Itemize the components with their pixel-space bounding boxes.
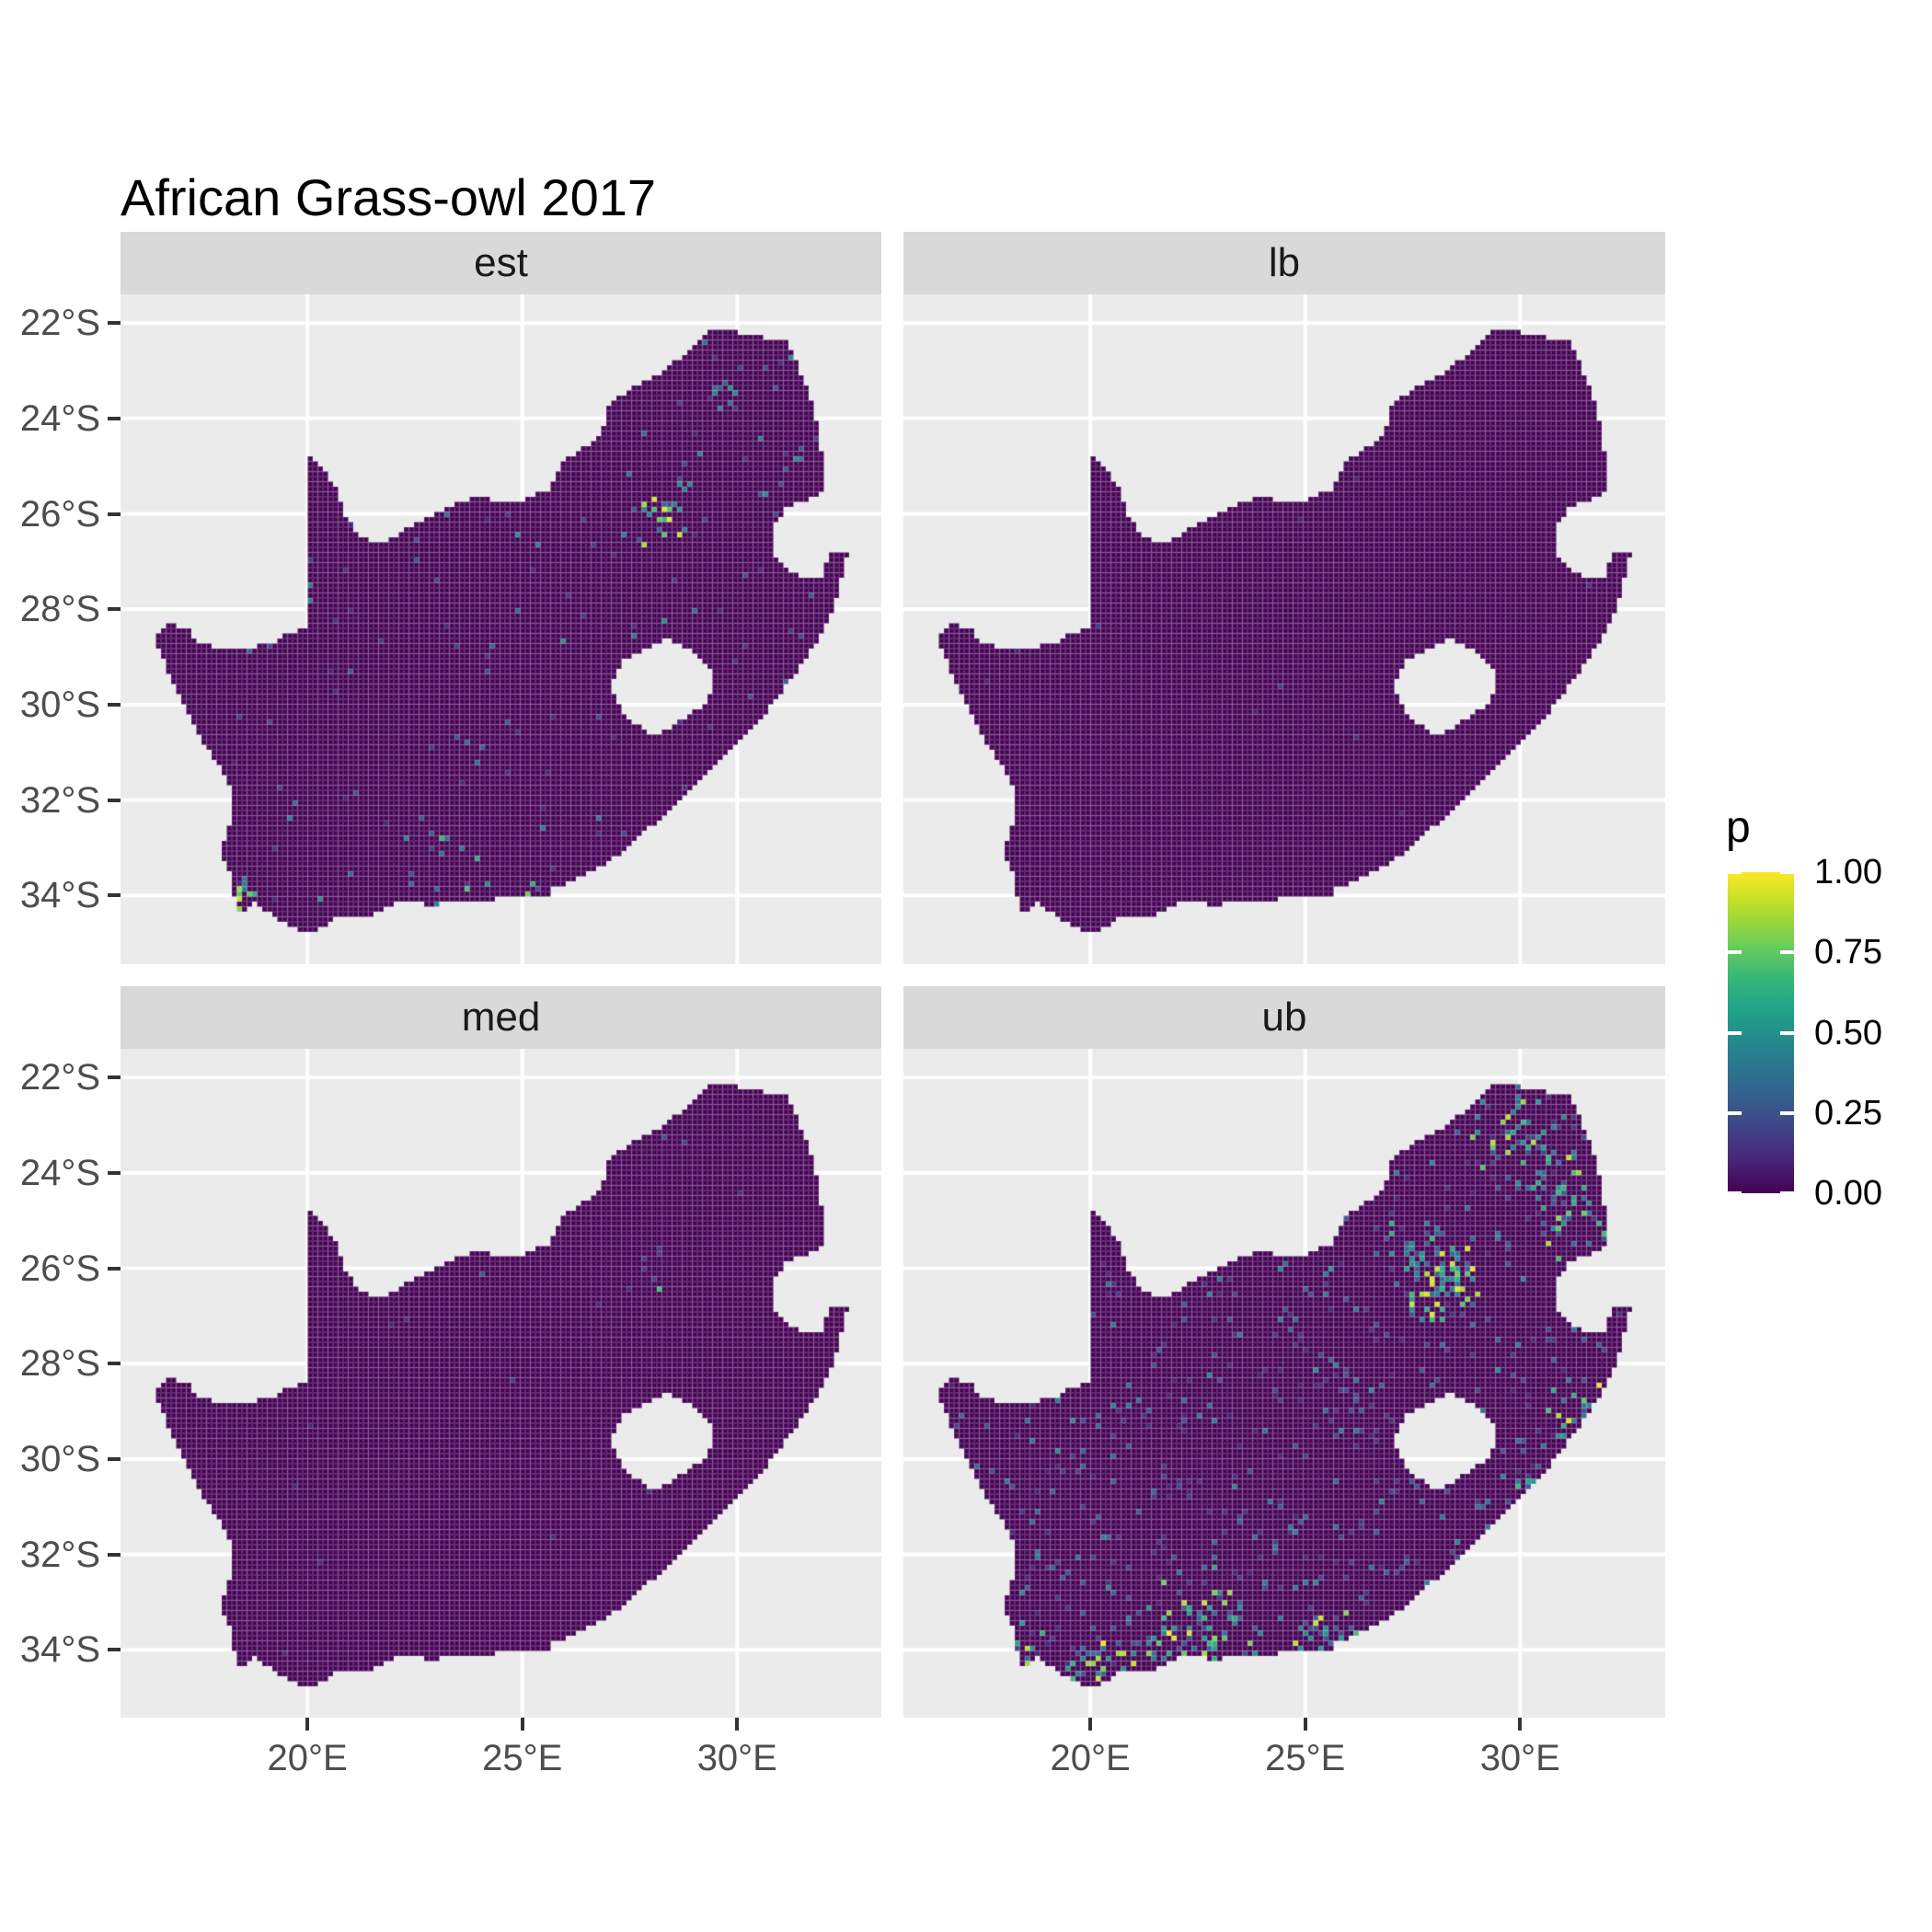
facet-strip-ub: ub bbox=[903, 986, 1665, 1049]
plot-title: African Grass-owl 2017 bbox=[121, 168, 657, 226]
legend-tick-mark bbox=[1780, 1030, 1794, 1035]
x-tick-mark bbox=[735, 1718, 740, 1731]
legend-tick-mark bbox=[1780, 950, 1794, 955]
facet-strip-label-med: med bbox=[461, 995, 541, 1040]
y-tick-mark bbox=[108, 512, 121, 516]
x-tick-mark bbox=[1518, 1718, 1523, 1731]
legend-tick-label: 1.00 bbox=[1814, 853, 1882, 891]
legend-tick-label: 0.25 bbox=[1814, 1093, 1882, 1133]
legend-tick-label: 0.50 bbox=[1814, 1013, 1882, 1052]
y-tick-mark bbox=[108, 1456, 121, 1461]
y-tick-label: 28°S bbox=[19, 1343, 100, 1385]
x-tick-mark bbox=[520, 1718, 524, 1731]
y-tick-label: 30°S bbox=[19, 684, 100, 725]
legend-tick-mark bbox=[1780, 1110, 1794, 1115]
legend-tick-label: 0.75 bbox=[1814, 933, 1882, 972]
legend-tick-mark bbox=[1780, 870, 1794, 874]
y-tick-mark bbox=[108, 1170, 121, 1175]
facet-strip-label-ub: ub bbox=[1261, 995, 1307, 1040]
legend-tick-mark bbox=[1728, 870, 1742, 874]
x-tick-label: 30°E bbox=[696, 1738, 777, 1778]
y-tick-mark bbox=[108, 1266, 121, 1271]
legend-title: p bbox=[1726, 803, 1751, 852]
facet-strip-lb: lb bbox=[903, 232, 1665, 294]
x-tick-label: 25°E bbox=[482, 1738, 563, 1778]
x-tick-label: 20°E bbox=[267, 1738, 348, 1778]
y-tick-label: 22°S bbox=[19, 303, 100, 344]
legend-tick-mark bbox=[1728, 1110, 1742, 1115]
y-tick-mark bbox=[108, 702, 121, 707]
y-tick-label: 26°S bbox=[19, 493, 100, 535]
legend-tick-label: 0.00 bbox=[1814, 1174, 1882, 1213]
y-tick-label: 22°S bbox=[19, 1057, 100, 1098]
legend-tick-mark bbox=[1728, 950, 1742, 955]
y-tick-mark bbox=[108, 1648, 121, 1652]
x-tick-mark bbox=[1088, 1718, 1093, 1731]
y-tick-mark bbox=[108, 1552, 121, 1557]
y-tick-label: 26°S bbox=[19, 1248, 100, 1289]
legend-tick-mark bbox=[1780, 1191, 1794, 1195]
y-tick-label: 32°S bbox=[19, 1534, 100, 1575]
map-panel-med bbox=[121, 1049, 881, 1718]
y-tick-mark bbox=[108, 893, 121, 898]
facet-strip-est: est bbox=[121, 232, 881, 294]
x-tick-label: 25°E bbox=[1265, 1738, 1346, 1778]
x-tick-mark bbox=[305, 1718, 310, 1731]
x-tick-mark bbox=[1303, 1718, 1307, 1731]
legend-tick-mark bbox=[1728, 1191, 1742, 1195]
x-tick-label: 20°E bbox=[1050, 1738, 1131, 1778]
x-tick-label: 30°E bbox=[1479, 1738, 1560, 1778]
y-tick-label: 24°S bbox=[19, 1152, 100, 1193]
y-tick-mark bbox=[108, 798, 121, 802]
map-panel-ub bbox=[903, 1049, 1665, 1718]
legend-tick-mark bbox=[1728, 1030, 1742, 1035]
y-tick-label: 28°S bbox=[19, 589, 100, 630]
map-panel-lb bbox=[903, 294, 1665, 964]
map-panel-est bbox=[121, 294, 881, 964]
y-tick-mark bbox=[108, 321, 121, 326]
y-tick-label: 32°S bbox=[19, 779, 100, 821]
y-tick-mark bbox=[108, 1075, 121, 1080]
y-tick-label: 30°S bbox=[19, 1438, 100, 1479]
facet-strip-med: med bbox=[121, 986, 881, 1049]
y-tick-label: 34°S bbox=[19, 1629, 100, 1671]
facet-strip-label-est: est bbox=[474, 240, 528, 285]
y-tick-label: 24°S bbox=[19, 397, 100, 439]
facet-strip-label-lb: lb bbox=[1268, 240, 1301, 285]
y-tick-mark bbox=[108, 1362, 121, 1366]
y-tick-mark bbox=[108, 416, 121, 420]
y-tick-label: 34°S bbox=[19, 875, 100, 916]
y-tick-mark bbox=[108, 607, 121, 612]
